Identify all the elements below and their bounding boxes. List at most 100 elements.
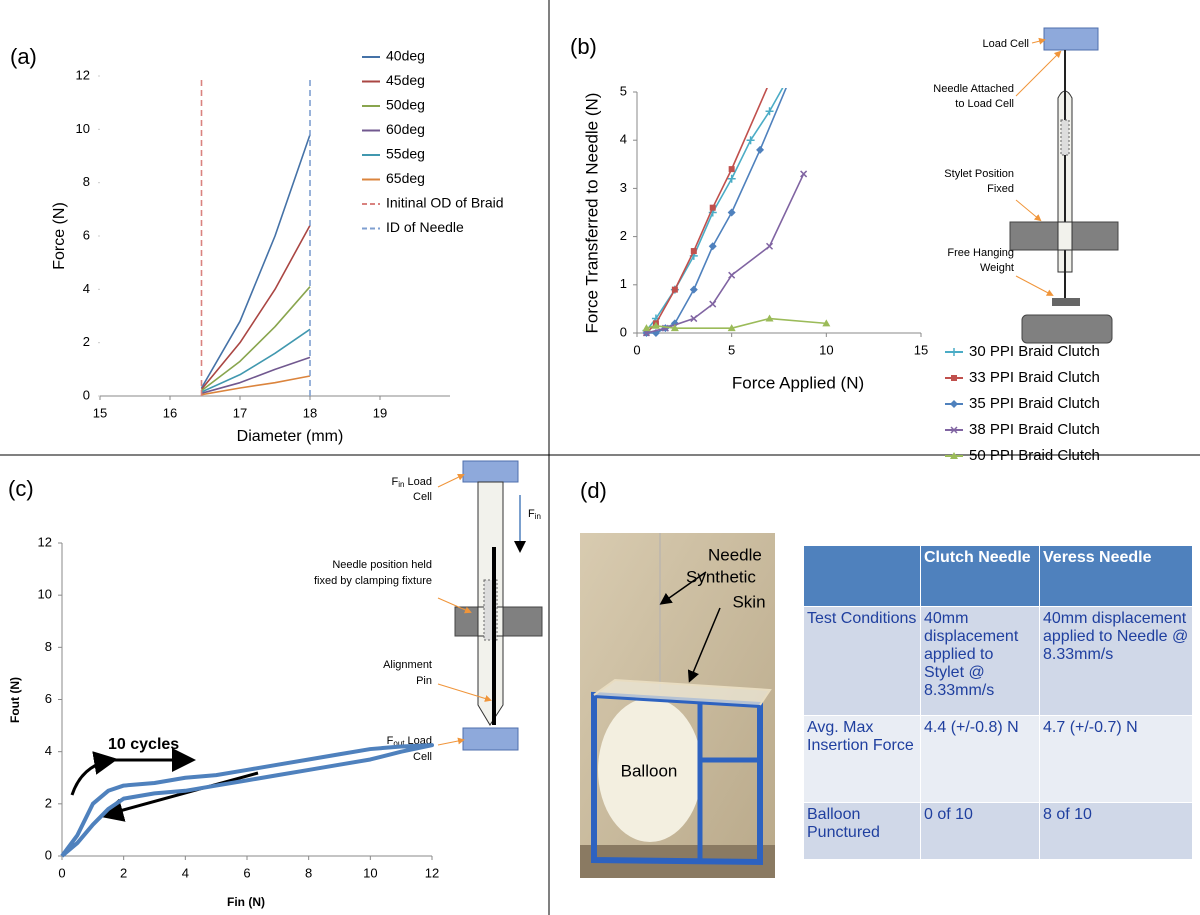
needle-tube bbox=[1057, 221, 1073, 251]
y-tick-label: 12 bbox=[76, 67, 90, 82]
panel-label: (a) bbox=[10, 44, 37, 69]
diagram-label: Cell bbox=[413, 491, 432, 503]
x-tick-label: 18 bbox=[303, 405, 317, 420]
series-line bbox=[201, 286, 311, 392]
table-cell: 40mm displacement applied to Stylet @ 8.… bbox=[920, 606, 1040, 716]
legend-label: 60deg bbox=[386, 121, 425, 137]
series-line bbox=[200, 134, 311, 389]
marker bbox=[690, 315, 698, 323]
y-tick-label: 0 bbox=[620, 324, 627, 339]
series-line bbox=[645, 88, 784, 332]
y-tick-label: 12 bbox=[38, 534, 52, 549]
table-cell: Test Conditions bbox=[803, 606, 921, 716]
marker bbox=[756, 145, 765, 154]
marker bbox=[709, 204, 716, 211]
marker bbox=[784, 74, 792, 82]
table-cell: Balloon Punctured bbox=[803, 802, 921, 860]
x-tick-label: 2 bbox=[120, 865, 127, 880]
x-axis-title: Force Applied (N) bbox=[732, 373, 864, 392]
diagram-label: Alignment bbox=[383, 659, 432, 671]
marker bbox=[728, 271, 736, 279]
legend-label: 35 PPI Braid Clutch bbox=[969, 395, 1100, 412]
load-cell bbox=[462, 727, 519, 751]
table-cell: 8 of 10 bbox=[1039, 802, 1193, 860]
diagram-label: Free Hanging bbox=[947, 247, 1014, 259]
marker bbox=[727, 324, 736, 332]
x-tick-label: 15 bbox=[914, 342, 928, 357]
marker bbox=[727, 174, 736, 183]
x-tick-label: 0 bbox=[633, 342, 640, 357]
legend-label: 45deg bbox=[386, 72, 425, 88]
y-axis-title: Fout (N) bbox=[8, 677, 22, 723]
cycle-arrow bbox=[99, 771, 259, 822]
y-tick-label: 8 bbox=[45, 639, 52, 654]
marker bbox=[822, 319, 831, 327]
diagram-b: Load Cell Needle Attached to Load Cell S… bbox=[933, 27, 1119, 344]
table-header: Clutch Needle Veress Needle bbox=[803, 545, 1193, 607]
diagram-label: Cell bbox=[413, 751, 432, 763]
pointer bbox=[1015, 275, 1054, 296]
table-cell: Avg. Max Insertion Force bbox=[803, 715, 921, 803]
series-line bbox=[201, 375, 311, 396]
diagram-label: Fin bbox=[528, 508, 541, 521]
photo-label: Needle bbox=[708, 545, 762, 564]
x-tick-label: 5 bbox=[728, 342, 735, 357]
panel-label: (b) bbox=[570, 34, 597, 59]
load-cell bbox=[1043, 27, 1099, 51]
marker bbox=[642, 324, 651, 332]
cycle-arrow bbox=[70, 751, 118, 796]
y-tick-label: 1 bbox=[620, 276, 627, 291]
series-line bbox=[646, 173, 805, 334]
pointer bbox=[1015, 199, 1042, 222]
diagram-label: Pin bbox=[416, 675, 432, 687]
y-tick-label: 4 bbox=[83, 281, 90, 296]
marker bbox=[950, 426, 958, 434]
results-table: Clutch Needle Veress Needle Test Conditi… bbox=[803, 545, 1193, 860]
weight-hook bbox=[1052, 298, 1080, 306]
marker bbox=[709, 300, 717, 308]
y-tick-label: 10 bbox=[76, 121, 90, 136]
y-tick-label: 0 bbox=[83, 387, 90, 402]
pointer bbox=[437, 683, 492, 702]
x-axis-title: Diameter (mm) bbox=[237, 428, 344, 445]
y-tick-label: 2 bbox=[83, 334, 90, 349]
marker bbox=[951, 375, 957, 381]
photo-label: Balloon bbox=[621, 761, 678, 780]
marker bbox=[765, 107, 774, 116]
diagram-label: Fin Load bbox=[392, 476, 432, 489]
x-tick-label: 19 bbox=[373, 405, 387, 420]
marker bbox=[651, 321, 660, 329]
balloon bbox=[598, 698, 702, 842]
y-axis-title: Force (N) bbox=[51, 202, 68, 270]
marker bbox=[800, 170, 808, 178]
table-cell: 4.7 (+/-0.7) N bbox=[1039, 715, 1193, 803]
y-tick-label: 6 bbox=[45, 691, 52, 706]
legend-label: ID of Needle bbox=[386, 219, 464, 235]
x-tick-label: 6 bbox=[243, 865, 250, 880]
annotation: 10 cycles bbox=[108, 736, 179, 753]
y-tick-label: 2 bbox=[45, 795, 52, 810]
pointer bbox=[1031, 37, 1046, 45]
skin bbox=[593, 678, 772, 706]
table-row: Avg. Max Insertion Force 4.4 (+/-0.8) N 4.… bbox=[803, 715, 1193, 803]
braid bbox=[1060, 119, 1070, 156]
marker bbox=[746, 136, 755, 145]
pointer bbox=[687, 607, 721, 683]
marker bbox=[767, 79, 773, 85]
pointer bbox=[437, 474, 465, 488]
marker bbox=[950, 348, 958, 356]
y-tick-label: 4 bbox=[45, 743, 52, 758]
legend-label: 40deg bbox=[386, 48, 425, 64]
table-row: Balloon Punctured 0 of 10 8 of 10 bbox=[803, 802, 1193, 860]
marker bbox=[950, 452, 958, 459]
weight bbox=[1021, 314, 1113, 344]
y-tick-label: 0 bbox=[45, 847, 52, 862]
pointer bbox=[659, 571, 707, 605]
x-tick-label: 15 bbox=[93, 405, 107, 420]
series-line bbox=[201, 328, 311, 393]
y-tick-label: 2 bbox=[620, 228, 627, 243]
diagram-label: Needle position held bbox=[332, 559, 432, 571]
table-row: Test Conditions 40mm displacement applied… bbox=[803, 606, 1193, 716]
x-tick-label: 8 bbox=[305, 865, 312, 880]
